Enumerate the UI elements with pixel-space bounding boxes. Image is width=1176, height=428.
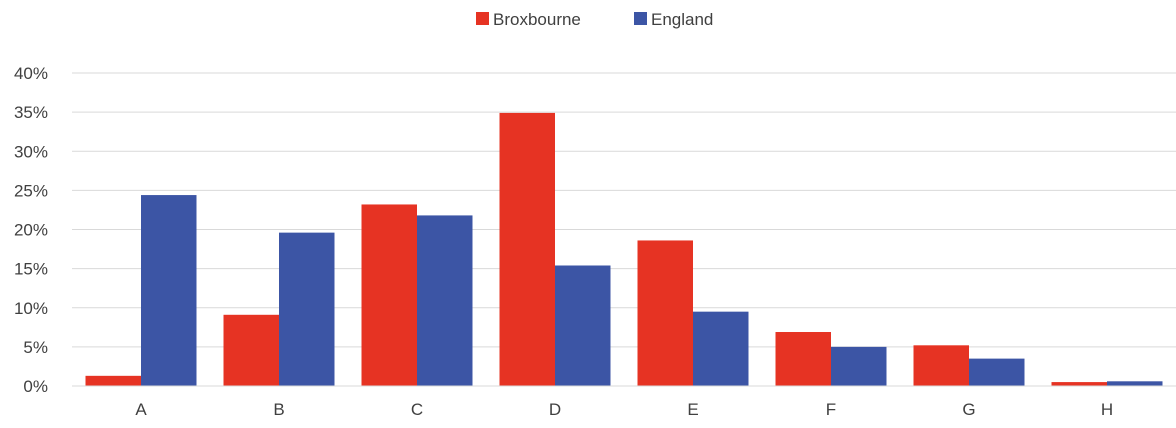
- bar-broxbourne-d: [499, 112, 555, 386]
- bar-england-b: [279, 232, 335, 386]
- bar-broxbourne-c: [361, 204, 417, 386]
- bar-england-e: [693, 311, 749, 386]
- y-tick-label: 40%: [14, 64, 48, 83]
- bar-england-g: [969, 358, 1025, 386]
- bar-england-a: [141, 195, 197, 386]
- y-tick-label: 10%: [14, 299, 48, 318]
- bar-england-d: [555, 265, 611, 386]
- x-tick-label: G: [962, 400, 975, 419]
- y-tick-label: 20%: [14, 221, 48, 240]
- legend-swatch-england: [634, 12, 647, 25]
- x-tick-label: A: [135, 400, 147, 419]
- bar-england-c: [417, 215, 473, 386]
- y-tick-label: 35%: [14, 103, 48, 122]
- x-tick-label: C: [411, 400, 423, 419]
- chart-legend: Broxbourne England: [476, 10, 713, 29]
- gridlines: [72, 72, 1176, 348]
- bars: [85, 112, 1163, 386]
- legend-label-england: England: [651, 10, 713, 29]
- y-tick-label: 0%: [23, 377, 48, 396]
- x-tick-label: D: [549, 400, 561, 419]
- bar-england-h: [1107, 381, 1163, 386]
- bar-broxbourne-b: [223, 314, 279, 386]
- bar-broxbourne-g: [913, 345, 969, 386]
- y-tick-label: 5%: [23, 338, 48, 357]
- bar-broxbourne-h: [1051, 382, 1107, 386]
- y-tick-label: 25%: [14, 181, 48, 200]
- bar-england-f: [831, 346, 887, 386]
- x-tick-label: F: [826, 400, 836, 419]
- y-tick-label: 15%: [14, 260, 48, 279]
- y-tick-label: 30%: [14, 142, 48, 161]
- x-tick-label: B: [273, 400, 284, 419]
- x-axis: A B C D E F G H: [135, 400, 1113, 419]
- y-axis: 0% 5% 10% 15% 20% 25% 30% 35% 40%: [14, 64, 48, 396]
- bar-broxbourne-f: [775, 332, 831, 386]
- bar-broxbourne-e: [637, 240, 693, 386]
- bar-broxbourne-a: [85, 375, 141, 386]
- x-tick-label: E: [687, 400, 698, 419]
- legend-swatch-broxbourne: [476, 12, 489, 25]
- legend-label-broxbourne: Broxbourne: [493, 10, 581, 29]
- x-tick-label: H: [1101, 400, 1113, 419]
